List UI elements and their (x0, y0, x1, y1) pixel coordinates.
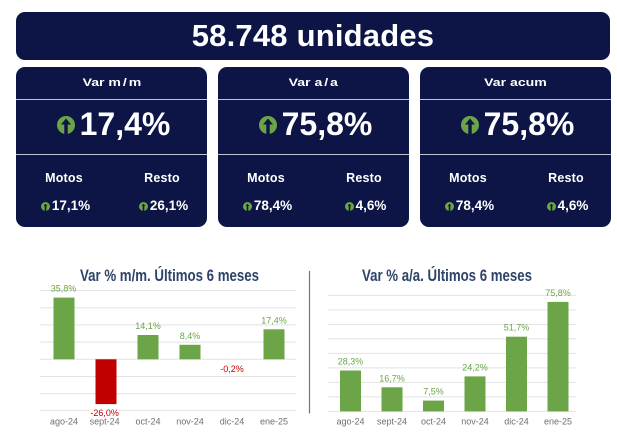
svg-text:nov-24: nov-24 (176, 417, 204, 427)
svg-text:Var % m/m. Últimos 6 meses: Var % m/m. Últimos 6 meses (80, 266, 259, 285)
svg-text:51,7%: 51,7% (504, 323, 530, 333)
svg-text:16,7%: 16,7% (379, 373, 405, 383)
svg-text:sept-24: sept-24 (90, 417, 120, 427)
svg-text:oct-24: oct-24 (421, 417, 446, 427)
svg-text:14,1%: 14,1% (135, 321, 161, 331)
svg-text:ene-25: ene-25 (544, 417, 572, 427)
svg-text:-0,2%: -0,2% (220, 364, 244, 374)
svg-text:-26,0%: -26,0% (90, 408, 119, 418)
svg-text:24,2%: 24,2% (462, 362, 488, 372)
svg-text:dic-24: dic-24 (504, 417, 529, 427)
svg-text:28,3%: 28,3% (338, 357, 364, 367)
svg-text:nov-24: nov-24 (461, 417, 489, 427)
svg-text:75,8%: 75,8% (545, 288, 571, 298)
svg-text:dic-24: dic-24 (220, 417, 245, 427)
svg-text:35,8%: 35,8% (51, 284, 77, 294)
svg-text:Var % a/a. Últimos 6 meses: Var % a/a. Últimos 6 meses (362, 266, 532, 285)
svg-text:7,5%: 7,5% (423, 387, 444, 397)
svg-text:ene-25: ene-25 (260, 417, 288, 427)
svg-text:8,4%: 8,4% (180, 331, 201, 341)
svg-text:sept-24: sept-24 (377, 417, 407, 427)
svg-text:oct-24: oct-24 (135, 417, 160, 427)
svg-text:ago-24: ago-24 (50, 417, 78, 427)
svg-text:17,4%: 17,4% (261, 315, 287, 325)
svg-text:ago-24: ago-24 (336, 417, 364, 427)
